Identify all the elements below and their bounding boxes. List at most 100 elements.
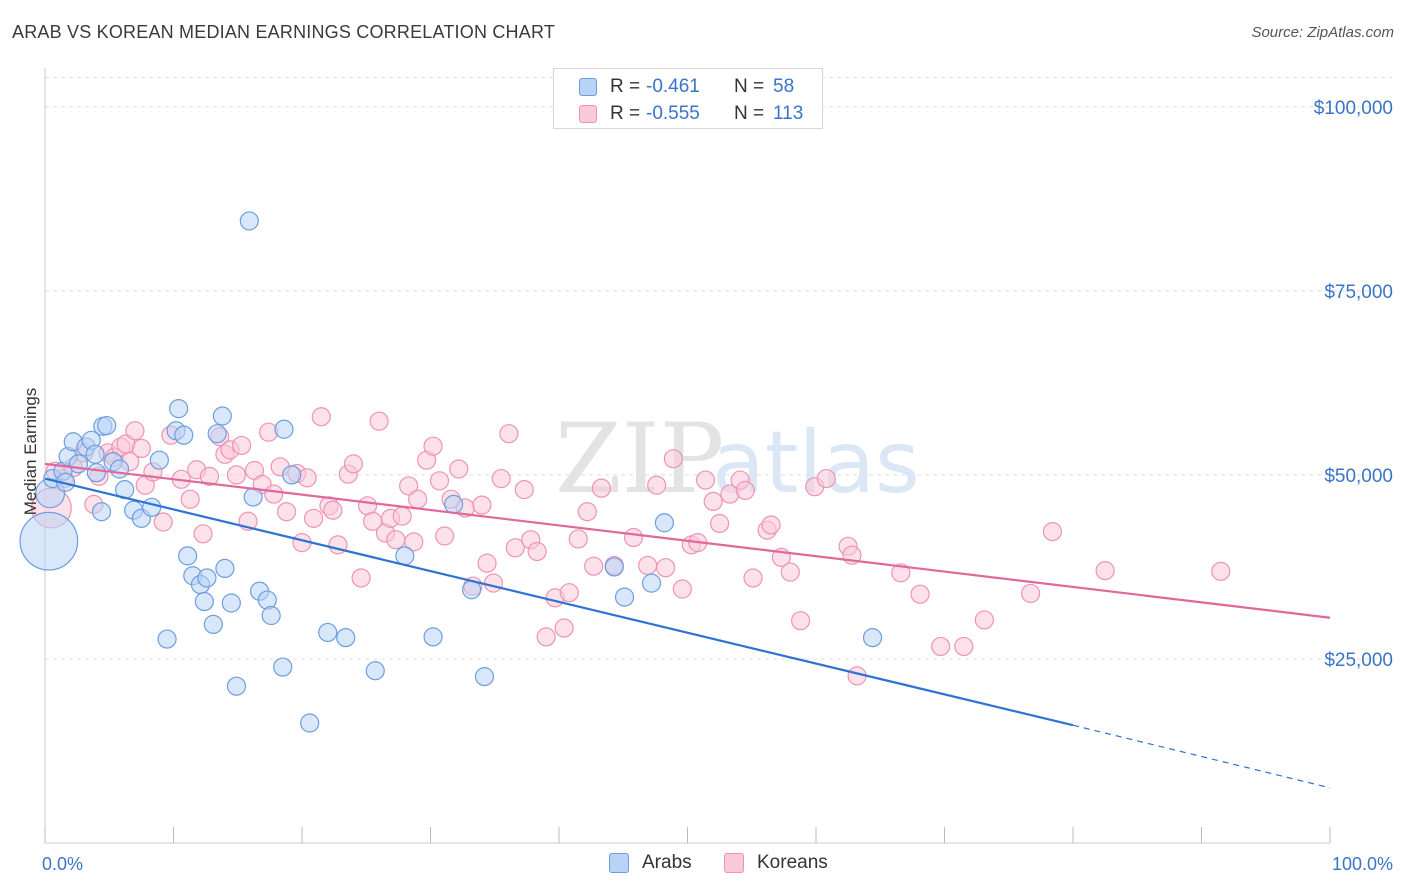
korean-point [449,459,469,479]
korean-point [1211,561,1231,581]
correlation-legend: R = -0.461 N = 58 R = -0.555 N = 113 [553,68,823,129]
y-axis-title: Median Earnings [21,388,40,516]
korean-point [536,627,556,647]
arab-point [243,487,263,507]
arab-point [282,465,302,485]
korean-point [1020,583,1041,604]
korean-point [672,579,692,599]
x-tick-label: 100.0% [1332,854,1393,874]
arab-point [221,593,241,613]
arab-point [641,573,662,593]
arab-point [474,667,495,687]
arab-point [318,622,338,643]
arab-point [178,546,198,566]
korean-point [408,489,428,509]
chart-title: ARAB VS KOREAN MEDIAN EARNINGS CORRELATI… [12,22,556,42]
arab-point [207,424,227,444]
koreans-legend-swatch [724,853,744,873]
arab-point [142,497,162,517]
korean-point [816,468,836,489]
korean-point [499,424,519,444]
korean-point [638,555,658,576]
arab-point [395,546,415,566]
arab-point [197,568,217,588]
r-label: R = [610,103,641,124]
grid-lines [45,76,1392,660]
koreans-trend-line [44,462,1331,619]
koreans-legend-label: Koreans [757,852,828,873]
korean-point [180,489,200,509]
korean-point [743,568,763,588]
arab-point [149,450,169,470]
koreans-swatch [579,105,597,123]
korean-point [577,502,597,522]
arabs-legend-label: Arabs [642,852,692,873]
y-tick-label: $75,000 [1324,282,1393,303]
korean-point [695,470,716,490]
axis-tick-labels: $25,000 $50,000 $75,000 $100,000 0.0% 100.0% M… [21,98,1393,874]
korean-point [264,484,284,504]
legend-row-arabs: R = -0.461 N = 58 [554,74,822,100]
korean-point [559,583,579,603]
arab-point [300,713,320,733]
korean-point [974,610,994,630]
korean-point [527,541,547,562]
korean-point [435,526,455,546]
arab-point [273,657,293,677]
koreans-n-value: 113 [773,103,804,124]
korean-point [647,475,667,495]
korean-point [153,512,173,532]
arab-point [157,629,177,649]
korean-point [663,449,683,469]
korean-point [125,421,145,441]
korean-point [954,636,974,657]
arabs-n-value: 58 [773,76,795,97]
arab-point [19,511,79,571]
arab-point [91,502,112,522]
korean-point [311,407,331,427]
korean-point [891,563,911,583]
arab-point [109,459,130,479]
korean-point [710,513,730,534]
korean-point [491,468,511,489]
korean-point [369,411,389,431]
korean-point [232,435,252,456]
korean-point [584,556,604,576]
korean-point [1095,561,1115,581]
arab-point [212,406,232,426]
n-label: N = [734,103,765,124]
korean-point [423,436,443,456]
korean-point [199,466,220,486]
arab-point [444,494,464,514]
korean-point [477,553,497,573]
legend-row-koreans: R = -0.555 N = 113 [554,101,822,127]
arab-point [261,605,281,626]
korean-point [761,515,781,535]
arab-point [423,627,443,647]
korean-point [568,529,588,549]
korean-point [591,478,612,498]
n-label: N = [734,76,765,97]
arab-point [169,399,189,419]
korean-point [910,584,930,604]
arab-point [862,628,883,648]
x-tick-label: 0.0% [42,854,83,874]
korean-point [392,506,412,526]
arab-point [174,425,194,445]
y-tick-label: $100,000 [1314,98,1393,119]
trend-lines [44,462,1331,789]
korean-point [429,471,450,491]
arab-point [604,557,624,577]
arab-point [68,454,89,474]
arab-point [86,463,107,483]
y-tick-label: $25,000 [1324,650,1393,671]
arabs-legend-swatch [609,853,629,873]
arab-point [226,676,247,696]
arabs-r-value: -0.461 [646,76,700,97]
koreans-r-value: -0.555 [646,103,700,124]
arab-point [654,513,674,533]
arab-point [203,614,223,634]
korean-point [276,502,297,522]
korean-point [790,611,811,631]
